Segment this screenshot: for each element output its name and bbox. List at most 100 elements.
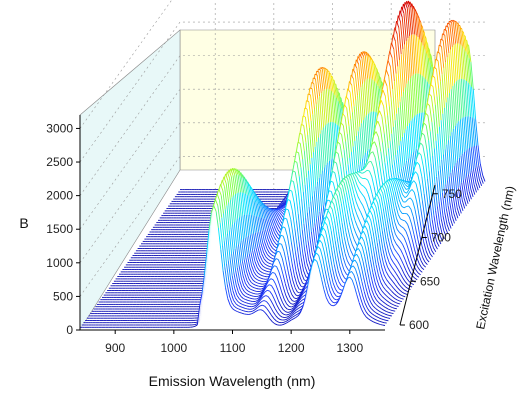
trace-segment xyxy=(272,247,276,251)
trace-segment xyxy=(397,214,401,220)
trace-segment xyxy=(342,125,347,142)
trace-segment xyxy=(302,159,306,185)
trace-segment xyxy=(422,264,427,268)
trace-segment xyxy=(413,192,418,202)
trace-segment xyxy=(355,100,359,132)
trace-segment xyxy=(363,56,367,80)
trace-segment xyxy=(444,107,448,145)
trace-segment xyxy=(322,90,326,126)
trace-segment xyxy=(418,152,422,156)
trace-segment xyxy=(424,237,429,248)
trace-segment xyxy=(333,161,337,164)
trace-segment xyxy=(376,147,380,161)
trace-segment xyxy=(357,56,361,61)
trace-segment xyxy=(452,196,456,211)
trace-segment xyxy=(456,22,460,44)
trace-segment xyxy=(279,211,283,216)
trace-segment xyxy=(310,120,314,153)
trace-segment xyxy=(406,213,410,218)
trace-segment xyxy=(409,230,413,241)
trace-segment xyxy=(313,191,317,220)
trace-segment xyxy=(394,27,398,35)
trace-segment xyxy=(413,9,417,36)
trace-segment xyxy=(410,120,414,153)
trace-segment xyxy=(414,73,419,114)
trace-segment xyxy=(482,175,486,182)
trace-segment xyxy=(308,127,313,159)
trace-segment xyxy=(450,172,454,197)
trace-segment xyxy=(269,208,274,214)
trace-segment xyxy=(263,230,267,241)
trace-segment xyxy=(453,44,457,82)
trace-segment xyxy=(283,199,286,202)
trace-segment xyxy=(437,133,441,166)
trace-segment xyxy=(404,180,408,185)
trace-segment xyxy=(430,95,435,114)
trace-segment xyxy=(350,152,355,177)
trace-segment xyxy=(393,177,397,182)
trace-segment xyxy=(415,227,419,240)
trace-segment xyxy=(400,196,404,203)
trace-segment xyxy=(301,134,305,151)
trace-segment xyxy=(379,110,383,117)
trace-segment xyxy=(279,204,283,207)
trace-segment xyxy=(412,118,416,151)
trace-segment xyxy=(278,206,281,209)
trace-segment xyxy=(389,140,393,166)
trace-segment xyxy=(311,196,316,224)
trace-segment xyxy=(401,186,405,193)
trace-segment xyxy=(382,142,386,163)
trace-segment xyxy=(411,189,415,193)
trace-segment xyxy=(444,35,448,58)
trace-segment xyxy=(422,113,427,125)
trace-segment xyxy=(455,210,459,219)
trace-segment xyxy=(396,113,400,146)
trace-segment xyxy=(314,73,318,76)
trace-segment xyxy=(461,28,465,49)
trace-segment xyxy=(406,191,410,197)
trace-segment xyxy=(472,186,476,195)
trace-segment xyxy=(462,180,467,196)
trace-segment xyxy=(353,78,357,101)
trace-segment xyxy=(353,172,357,177)
trace-segment xyxy=(443,67,447,103)
trace-segment xyxy=(315,78,319,100)
trace-segment xyxy=(367,179,371,186)
trace-segment xyxy=(443,188,447,210)
trace-segment xyxy=(478,165,482,178)
trace-segment xyxy=(393,193,397,206)
trace-segment xyxy=(341,157,346,178)
trace-segment xyxy=(268,228,272,236)
trace-segment xyxy=(423,32,428,54)
trace-segment xyxy=(412,254,416,262)
trace-segment xyxy=(423,241,427,252)
trace-segment xyxy=(319,96,323,131)
trace-segment xyxy=(363,165,367,170)
trace-segment xyxy=(375,131,379,138)
trace-segment xyxy=(275,209,279,213)
trace-segment xyxy=(454,193,458,209)
trace-segment xyxy=(351,85,355,107)
trace-segment xyxy=(430,163,434,189)
trace-segment xyxy=(335,151,339,154)
trace-segment xyxy=(451,215,455,224)
trace-segment xyxy=(277,212,281,217)
trace-segment xyxy=(459,185,463,201)
trace-segment xyxy=(397,202,401,211)
trace-segment xyxy=(323,167,328,200)
trace-segment xyxy=(445,25,449,28)
trace-segment xyxy=(299,132,303,135)
trace-segment xyxy=(415,171,419,175)
trace-segment xyxy=(404,87,409,127)
trace-segment xyxy=(277,205,281,208)
trace-segment xyxy=(274,218,278,224)
trace-segment xyxy=(373,62,377,84)
trace-segment xyxy=(459,119,464,154)
trace-segment xyxy=(316,219,320,239)
trace-segment xyxy=(377,120,381,128)
trace-segment xyxy=(407,237,412,246)
trace-segment xyxy=(368,56,372,79)
trace-segment xyxy=(388,179,392,184)
trace-segment xyxy=(308,101,312,121)
trace-segment xyxy=(352,68,356,74)
